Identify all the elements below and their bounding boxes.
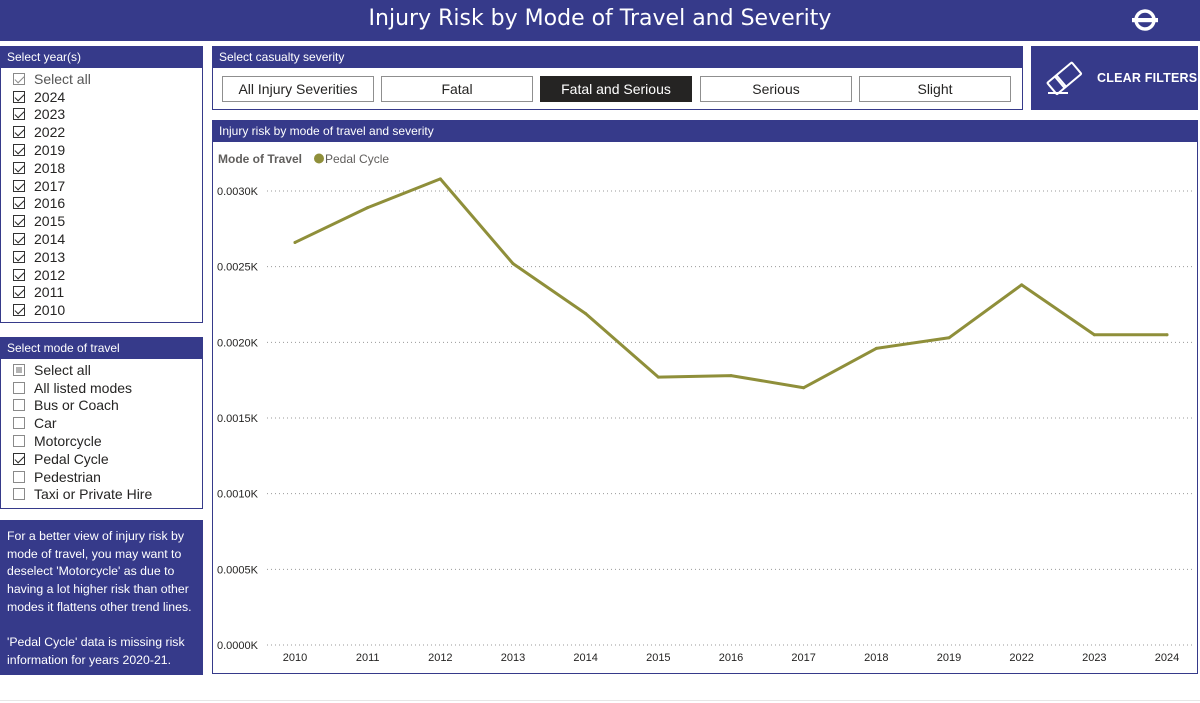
info-note: For a better view of injury risk by mode…	[0, 520, 203, 675]
mode-slicer-title: Select mode of travel	[1, 338, 202, 359]
mode-slicer-item-all-listed-modes[interactable]: All listed modes	[13, 379, 202, 397]
checkbox-icon[interactable]	[13, 233, 25, 246]
checkbox-icon[interactable]	[13, 197, 25, 210]
severity-button-serious[interactable]: Serious	[700, 76, 852, 102]
mode-slicer-item-label: Taxi or Private Hire	[34, 486, 153, 503]
checkbox-icon[interactable]	[13, 488, 25, 501]
mode-slicer-item-bus-or-coach[interactable]: Bus or Coach	[13, 397, 202, 415]
year-slicer-item-label: 2022	[34, 124, 66, 141]
year-slicer-item-label: 2018	[34, 159, 66, 176]
checkbox-icon[interactable]	[13, 286, 25, 299]
checkbox-icon[interactable]	[13, 126, 25, 139]
mode-slicer-item-select-all[interactable]: Select all	[13, 361, 202, 379]
checkbox-icon[interactable]	[13, 90, 25, 103]
mode-slicer-item-pedestrian[interactable]: Pedestrian	[13, 468, 202, 486]
year-slicer-item-label: 2017	[34, 177, 66, 194]
clear-filters-button[interactable]: CLEAR FILTERS	[1031, 46, 1198, 110]
year-slicer-item-2018[interactable]: 2018	[13, 159, 202, 177]
year-slicer-item-2015[interactable]: 2015	[13, 212, 202, 230]
year-slicer-item-label: 2015	[34, 213, 66, 230]
page-title: Injury Risk by Mode of Travel and Severi…	[368, 6, 832, 31]
year-slicer-item-label: 2014	[34, 231, 66, 248]
checkbox-icon[interactable]	[13, 161, 25, 174]
year-slicer-list: Select all 2024 2023 2022 2019 2018 2017 2016 20…	[1, 68, 202, 319]
checkbox-icon[interactable]	[13, 399, 25, 412]
year-slicer-item-2010[interactable]: 2010	[13, 301, 202, 319]
year-slicer-item-label: 2011	[34, 284, 65, 301]
mode-slicer-item-pedal-cycle[interactable]: Pedal Cycle	[13, 450, 202, 468]
year-slicer-item-label: 2016	[34, 195, 66, 212]
mode-slicer-item-label: Bus or Coach	[34, 397, 119, 414]
checkbox-icon[interactable]	[13, 215, 25, 228]
year-slicer-item-label: 2023	[34, 106, 66, 123]
eraser-icon	[1046, 61, 1082, 96]
bottom-divider	[0, 700, 1200, 701]
year-slicer-item-2016[interactable]: 2016	[13, 195, 202, 213]
year-slicer-item-2023[interactable]: 2023	[13, 106, 202, 124]
checkbox-icon[interactable]	[13, 363, 25, 376]
checkbox-icon[interactable]	[13, 470, 25, 483]
severity-button-fatal-and-serious[interactable]: Fatal and Serious	[540, 76, 692, 102]
mode-slicer-item-label: Select all	[34, 361, 91, 378]
year-slicer-item-2024[interactable]: 2024	[13, 88, 202, 106]
severity-button-all-injury-severities[interactable]: All Injury Severities	[222, 76, 374, 102]
severity-button-fatal[interactable]: Fatal	[381, 76, 533, 102]
mode-slicer: Select mode of travel Select all All list…	[0, 337, 203, 509]
year-slicer-item-select-all[interactable]: Select all	[13, 70, 202, 88]
year-slicer-item-label: Select all	[34, 70, 91, 87]
severity-slicer-title: Select casualty severity	[213, 47, 1022, 68]
info-note-paragraph-2: 'Pedal Cycle' data is missing risk infor…	[7, 635, 185, 667]
year-slicer-item-label: 2019	[34, 142, 66, 159]
checkbox-icon[interactable]	[13, 108, 25, 121]
clear-filters-label: CLEAR FILTERS	[1097, 71, 1198, 85]
mode-slicer-item-label: Car	[34, 415, 57, 432]
checkbox-icon[interactable]	[13, 417, 25, 430]
checkbox-icon[interactable]	[13, 452, 25, 465]
year-slicer-item-label: 2013	[34, 248, 66, 265]
chart-panel: Injury risk by mode of travel and severi…	[212, 120, 1198, 674]
year-slicer: Select year(s) Select all 2024 2023 2022 201…	[0, 46, 203, 323]
checkbox-icon[interactable]	[13, 72, 25, 85]
checkbox-icon[interactable]	[13, 381, 25, 394]
mode-slicer-item-car[interactable]: Car	[13, 414, 202, 432]
year-slicer-item-2012[interactable]: 2012	[13, 266, 202, 284]
info-note-paragraph-1: For a better view of injury risk by mode…	[7, 529, 192, 614]
mode-slicer-item-label: All listed modes	[34, 379, 133, 396]
mode-slicer-item-label: Pedestrian	[34, 468, 101, 485]
checkbox-icon[interactable]	[13, 179, 25, 192]
year-slicer-item-label: 2012	[34, 266, 66, 283]
severity-button-slight[interactable]: Slight	[859, 76, 1011, 102]
checkbox-icon[interactable]	[13, 250, 25, 263]
year-slicer-item-2013[interactable]: 2013	[13, 248, 202, 266]
mode-slicer-item-motorcycle[interactable]: Motorcycle	[13, 432, 202, 450]
mode-slicer-item-label: Pedal Cycle	[34, 450, 109, 467]
year-slicer-title: Select year(s)	[1, 47, 202, 68]
checkbox-icon[interactable]	[13, 144, 25, 157]
year-slicer-item-2014[interactable]: 2014	[13, 230, 202, 248]
tfl-roundel-icon	[1132, 9, 1158, 31]
year-slicer-item-2019[interactable]: 2019	[13, 141, 202, 159]
checkbox-icon[interactable]	[13, 268, 25, 281]
chart-title: Injury risk by mode of travel and severi…	[213, 121, 1197, 142]
mode-slicer-item-taxi-or-private-hire[interactable]: Taxi or Private Hire	[13, 486, 202, 504]
year-slicer-item-2022[interactable]: 2022	[13, 123, 202, 141]
checkbox-icon[interactable]	[13, 304, 25, 317]
year-slicer-item-2017[interactable]: 2017	[13, 177, 202, 195]
checkbox-icon[interactable]	[13, 435, 25, 448]
report-header: Injury Risk by Mode of Travel and Severi…	[0, 0, 1200, 41]
year-slicer-item-label: 2024	[34, 88, 66, 105]
year-slicer-item-2011[interactable]: 2011	[13, 284, 202, 302]
year-slicer-item-label: 2010	[34, 302, 66, 319]
mode-slicer-list: Select all All listed modes Bus or Coach Ca…	[1, 359, 202, 503]
mode-slicer-item-label: Motorcycle	[34, 433, 102, 450]
